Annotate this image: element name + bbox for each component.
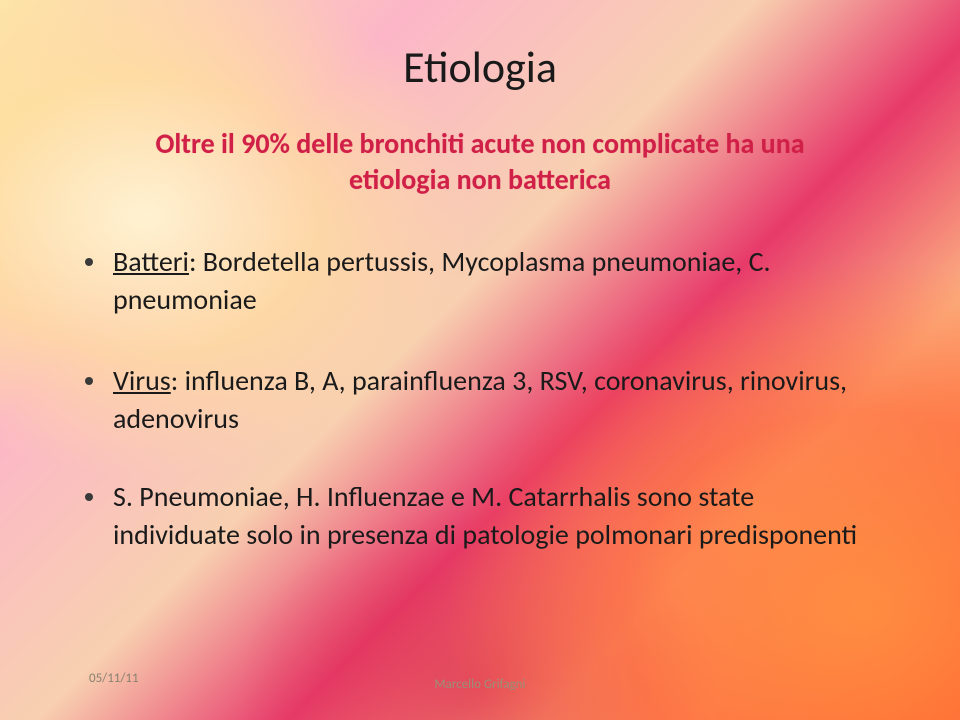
bullet-item: Virus: influenza B, A, parainfluenza 3, … (85, 362, 875, 438)
bullet-lead: Virus (113, 363, 171, 398)
bullet-lead: Batteri (113, 244, 189, 279)
bullet-item: S. Pneumoniae, H. Influenzae e M. Catarr… (85, 478, 875, 554)
bullet-text: S. Pneumoniae, H. Influenzae e M. Catarr… (113, 478, 875, 554)
slide-subtitle: Oltre il 90% delle bronchiti acute non c… (85, 126, 875, 199)
bullet-rest: S. Pneumoniae, H. Influenzae e M. Catarr… (113, 479, 857, 552)
bullet-icon (85, 258, 93, 266)
slide: Etiologia Oltre il 90% delle bronchiti a… (0, 0, 960, 720)
bullet-icon (85, 493, 93, 501)
bullet-item: Batteri: Bordetella pertussis, Mycoplasm… (85, 243, 875, 319)
bullet-rest: : influenza B, A, parainfluenza 3, RSV, … (113, 363, 847, 436)
slide-content: Batteri: Bordetella pertussis, Mycoplasm… (85, 243, 875, 671)
footer-author: Marcello Grifagni (435, 677, 526, 692)
bullet-icon (85, 377, 93, 385)
bullet-text: Batteri: Bordetella pertussis, Mycoplasm… (113, 243, 875, 319)
bullet-rest: : Bordetella pertussis, Mycoplasma pneum… (113, 244, 771, 317)
slide-title: Etiologia (85, 40, 875, 94)
footer-date: 05/11/11 (89, 671, 139, 686)
bullet-text: Virus: influenza B, A, parainfluenza 3, … (113, 362, 875, 438)
